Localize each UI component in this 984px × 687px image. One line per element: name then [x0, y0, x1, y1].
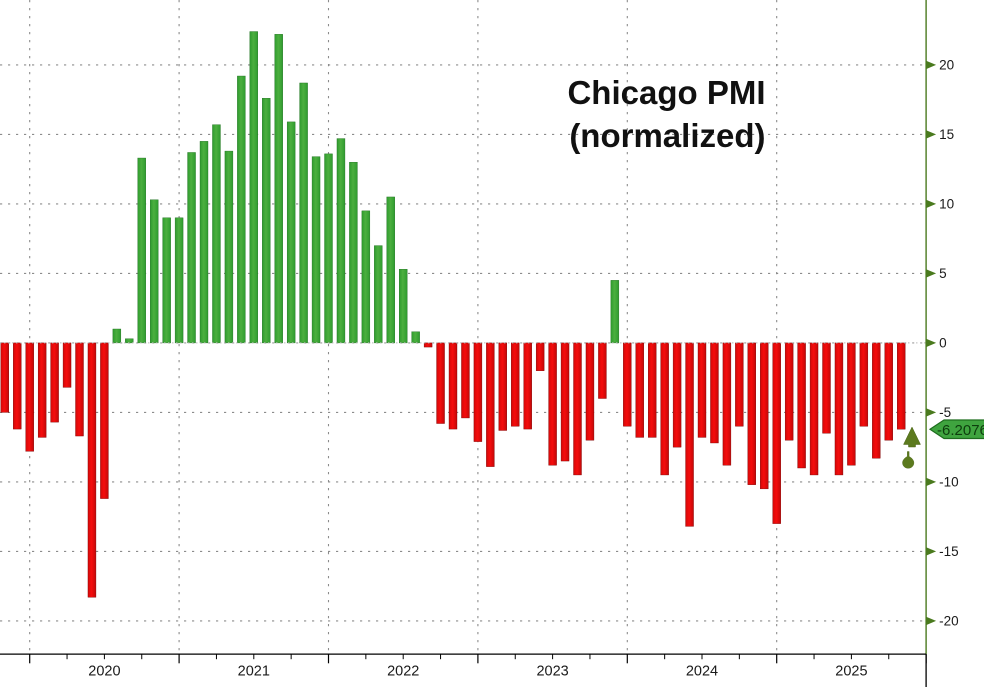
svg-text:2025: 2025 [835, 664, 867, 680]
svg-text:2021: 2021 [238, 664, 270, 680]
svg-text:0: 0 [939, 335, 947, 350]
svg-text:-10: -10 [939, 474, 959, 489]
svg-text:15: 15 [939, 127, 954, 142]
svg-text:5: 5 [939, 266, 947, 281]
svg-text:Chicago PMI: Chicago PMI [567, 74, 765, 111]
svg-text:2022: 2022 [387, 664, 419, 680]
svg-text:(normalized): (normalized) [569, 117, 765, 154]
svg-text:20: 20 [939, 57, 954, 72]
svg-text:2023: 2023 [536, 664, 568, 680]
svg-text:2024: 2024 [686, 664, 718, 680]
svg-text:-6.2076: -6.2076 [937, 422, 984, 439]
svg-text:-15: -15 [939, 544, 959, 559]
svg-text:-5: -5 [939, 405, 951, 420]
svg-text:-20: -20 [939, 613, 959, 628]
svg-text:10: 10 [939, 196, 954, 211]
svg-text:2020: 2020 [88, 664, 120, 680]
